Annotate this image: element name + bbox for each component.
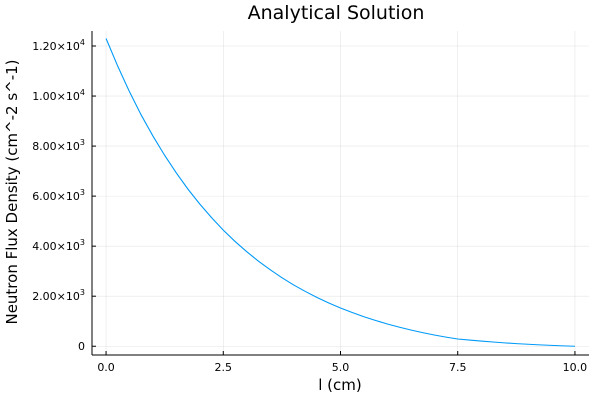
axes bbox=[91, 31, 589, 356]
x-tick-label: 10.0 bbox=[563, 361, 588, 374]
y-tick-label: 4.00×103 bbox=[32, 238, 85, 253]
chart-title: Analytical Solution bbox=[248, 2, 425, 24]
x-tick-label: 7.5 bbox=[449, 361, 467, 374]
series-line bbox=[105, 38, 575, 347]
grid bbox=[92, 31, 589, 355]
x-tick-label: 5.0 bbox=[332, 361, 350, 374]
x-tick-label: 2.5 bbox=[215, 361, 233, 374]
y-tick-label: 0 bbox=[78, 340, 85, 353]
y-tick-label: 2.00×103 bbox=[32, 288, 85, 303]
y-axis-label: Neutron Flux Density (cm^-2 s^-1) bbox=[3, 59, 21, 324]
x-axis-label: l (cm) bbox=[318, 376, 362, 394]
series-layer bbox=[105, 38, 575, 347]
y-tick-label: 1.20×104 bbox=[32, 38, 85, 53]
x-tick-label: 0.0 bbox=[97, 361, 115, 374]
y-tick-label: 6.00×103 bbox=[32, 188, 85, 203]
y-tick-label: 8.00×103 bbox=[32, 138, 85, 153]
tick-labels: 0.0 2.5 5.0 7.5 10.0 0 2.00×103 4.00×103 6.00×10… bbox=[32, 38, 587, 374]
y-tick-label: 1.00×104 bbox=[32, 88, 85, 103]
